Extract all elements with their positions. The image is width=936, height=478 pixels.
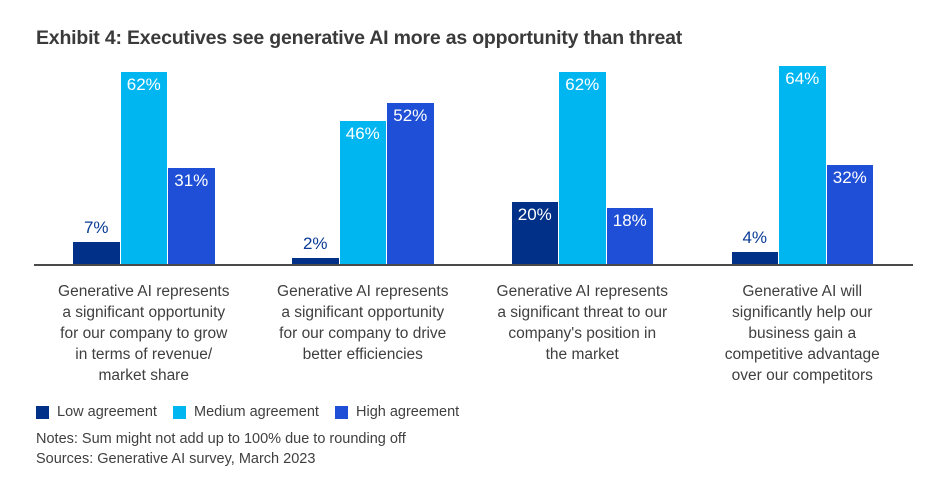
bar-medium-group2: 46% — [339, 121, 386, 264]
bar-high-group2: 52% — [387, 102, 434, 264]
bar-value-label: 62% — [126, 74, 161, 94]
bar-low-group1: 7% — [73, 218, 120, 264]
legend-item-high: High agreement — [335, 404, 459, 420]
chart-title: Exhibit 4: Executives see generative AI … — [36, 27, 683, 49]
bar-value-label: 52% — [393, 105, 428, 125]
bar-value-label: 32% — [832, 167, 867, 187]
bar-medium-group1: 62% — [120, 71, 167, 264]
sources-line: Sources: Generative AI survey, March 202… — [36, 451, 316, 467]
bar-medium-group3: 62% — [559, 71, 606, 264]
bar-low-group3: 20% — [511, 202, 558, 264]
bar-value-label: 4% — [742, 227, 768, 247]
legend-swatch-medium — [173, 405, 186, 419]
bar-high-group4: 32% — [826, 164, 873, 264]
bar-medium-group4: 64% — [779, 65, 826, 264]
legend: Low agreement Medium agreement High agreem… — [0, 404, 936, 420]
legend-label: Medium agreement — [194, 404, 319, 420]
bar-value-label: 18% — [612, 211, 647, 231]
category-label-group1: Generative AI represents a significant op… — [58, 283, 230, 384]
legend-swatch-high — [335, 405, 348, 419]
footer-notes: Notes: Sum might not add up to 100% due … — [36, 429, 406, 469]
bar-value-label: 2% — [302, 233, 328, 253]
bar-value-label: 31% — [174, 170, 209, 190]
bar-value-label: 62% — [565, 74, 600, 94]
plot-area: 7% 62% 31% 2% 46% 52% 20% 62% 18% 4% 64% 32% — [0, 52, 936, 266]
bar-high-group1: 31% — [168, 167, 215, 264]
bar-value-label: 46% — [345, 124, 380, 144]
bar-low-group4: 4% — [731, 228, 778, 264]
category-label-group2: Generative AI represents a significant op… — [277, 283, 449, 363]
notes-line: Notes: Sum might not add up to 100% due … — [36, 431, 406, 447]
legend-item-low: Low agreement — [36, 404, 157, 420]
x-axis-line — [34, 264, 913, 266]
legend-label: Low agreement — [57, 404, 157, 420]
bar-low-group2: 2% — [292, 234, 339, 264]
bar-value-label: 64% — [785, 68, 820, 88]
bar-value-label: 20% — [517, 205, 552, 224]
legend-label: High agreement — [356, 404, 460, 420]
category-label-group4: Generative AI will significantly help our… — [724, 283, 880, 384]
bar-high-group3: 18% — [606, 208, 653, 264]
legend-swatch-low — [36, 405, 49, 419]
bar-value-label: 7% — [83, 218, 109, 238]
legend-item-medium: Medium agreement — [173, 404, 319, 420]
category-label-group3: Generative AI represents a significant th… — [496, 283, 668, 363]
